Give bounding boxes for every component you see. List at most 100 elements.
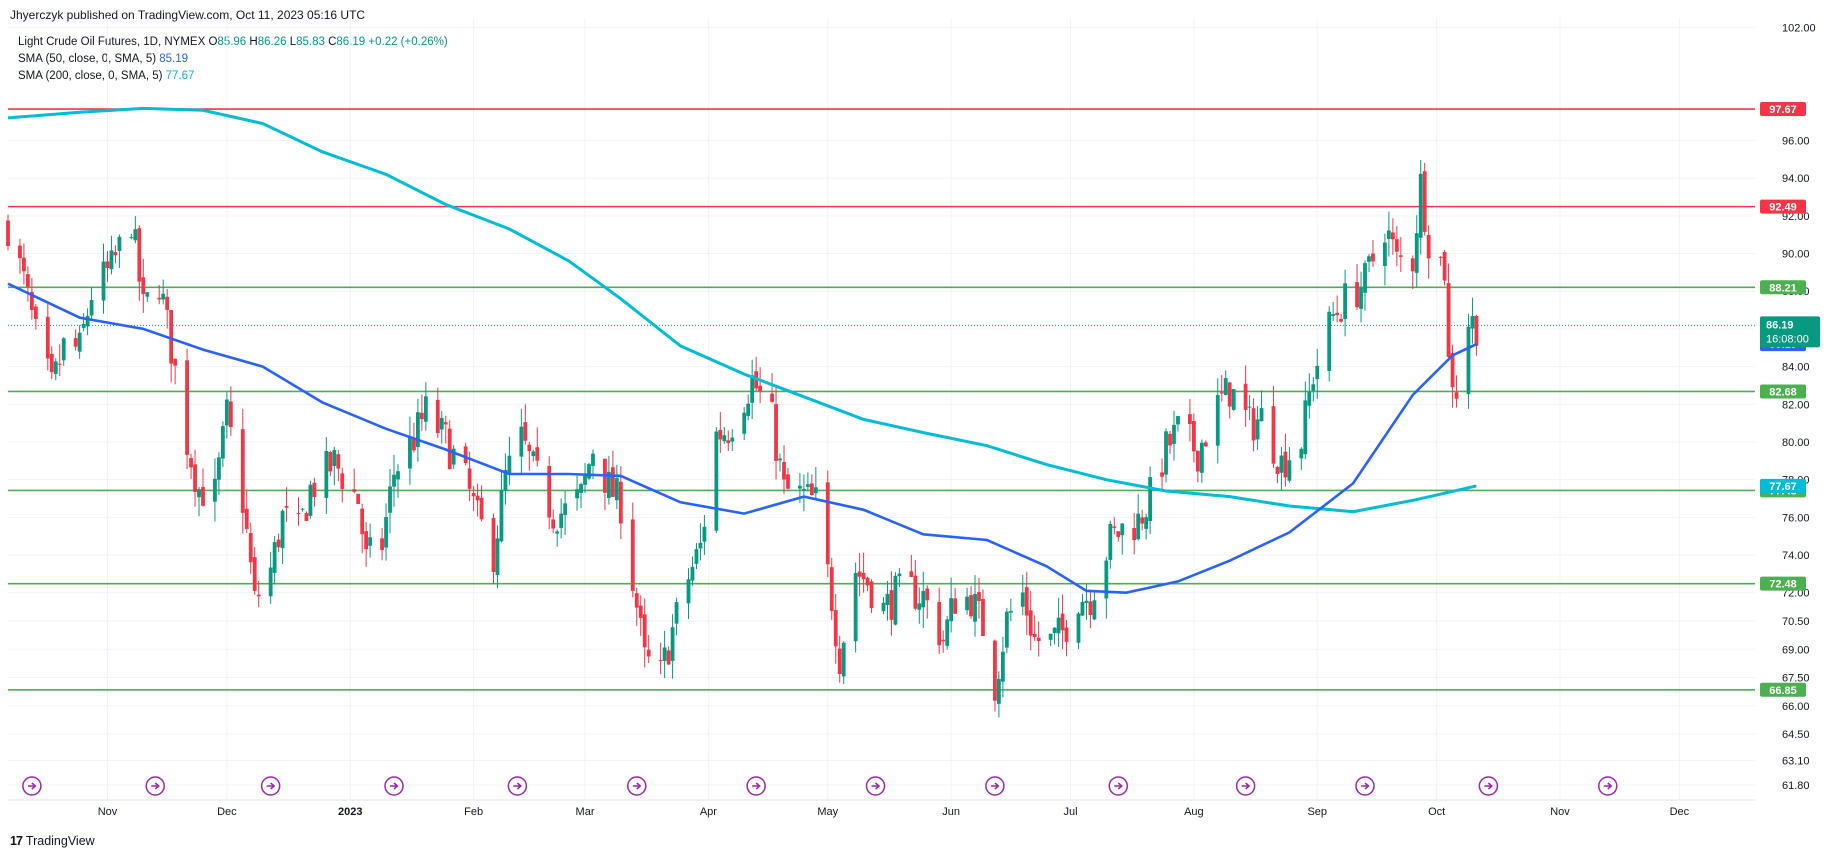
- candle: [718, 411, 723, 453]
- candle-body: [213, 478, 217, 502]
- support-tag: 88.21: [1769, 282, 1797, 294]
- candle: [861, 552, 866, 593]
- candle-body: [770, 393, 774, 402]
- candle: [1335, 295, 1340, 323]
- candle-body: [1363, 263, 1367, 293]
- support-tag: 82.68: [1769, 386, 1797, 398]
- horizontal-levels: [8, 108, 1755, 691]
- arrow-icon: [871, 782, 881, 790]
- publisher-line: Jhyerczyk published on TradingView.com, …: [10, 8, 366, 22]
- candle: [388, 468, 392, 534]
- candle: [1020, 574, 1025, 616]
- candle-body: [133, 229, 138, 241]
- candle: [296, 497, 301, 526]
- candle: [559, 498, 564, 539]
- event-icon[interactable]: [145, 776, 165, 796]
- event-icon[interactable]: [507, 776, 528, 796]
- candle: [280, 509, 285, 565]
- candle: [1032, 615, 1037, 641]
- candle: [1112, 517, 1117, 535]
- candle-body: [173, 358, 178, 366]
- x-tick-label: May: [817, 806, 838, 818]
- candle: [1088, 589, 1093, 629]
- candle: [185, 348, 189, 469]
- y-tick-label: 80.00: [1782, 437, 1810, 449]
- candle-body: [1335, 312, 1340, 316]
- candle: [730, 429, 735, 452]
- candle: [885, 580, 890, 621]
- candle: [642, 598, 647, 668]
- event-icon[interactable]: [627, 776, 647, 796]
- candle-body: [201, 487, 205, 506]
- event-icon[interactable]: [384, 776, 404, 796]
- event-icon[interactable]: [985, 776, 1005, 796]
- candle-body: [686, 579, 691, 604]
- candle-body: [953, 598, 958, 614]
- sma200-label: SMA (200, close, 0, SMA, 5): [18, 70, 163, 82]
- candle-body: [221, 426, 225, 459]
- candle-body: [805, 484, 810, 488]
- candle-body: [718, 429, 723, 440]
- candle: [503, 453, 508, 505]
- candle: [1172, 410, 1176, 461]
- candle: [396, 464, 400, 498]
- candle: [1092, 591, 1097, 621]
- candle: [1398, 237, 1403, 272]
- symbol-label[interactable]: Light Crude Oil Futures, 1D, NYMEX: [18, 36, 206, 48]
- candle: [802, 474, 806, 512]
- candle: [921, 571, 926, 628]
- high-label: H: [249, 36, 258, 48]
- candle-body: [1160, 472, 1164, 477]
- event-icon[interactable]: [1355, 776, 1375, 796]
- arrow-icon: [632, 782, 642, 790]
- event-icon[interactable]: [1598, 776, 1618, 796]
- candle: [690, 556, 695, 586]
- candle: [638, 595, 643, 636]
- candle-body: [6, 220, 10, 247]
- event-icon[interactable]: [1235, 776, 1256, 796]
- candle: [953, 587, 958, 615]
- candle: [993, 639, 997, 712]
- event-icon[interactable]: [746, 776, 766, 796]
- candle-body: [937, 602, 942, 646]
- candle-body: [555, 531, 560, 534]
- event-icon[interactable]: [260, 776, 281, 796]
- candle-body: [1192, 420, 1196, 452]
- candle-body: [1243, 383, 1248, 410]
- candle: [161, 279, 166, 305]
- candle: [662, 630, 667, 679]
- candle-body: [53, 361, 58, 375]
- candle: [447, 420, 452, 470]
- event-icon[interactable]: [1478, 776, 1499, 796]
- candle: [618, 466, 623, 540]
- candle-body: [523, 422, 528, 441]
- candle-body: [917, 603, 922, 610]
- candle-body: [825, 482, 830, 565]
- support-tag: 72.48: [1769, 579, 1797, 591]
- sma200-row[interactable]: SMA (200, close, 0, SMA, 5) 77.67: [18, 68, 448, 85]
- candle: [1426, 225, 1431, 279]
- candle: [937, 587, 942, 655]
- candle: [714, 427, 719, 534]
- tradingview-brand[interactable]: 17 TradingView: [10, 834, 95, 848]
- candle-body: [73, 338, 78, 347]
- candle-body: [1188, 414, 1192, 425]
- event-icon[interactable]: [1108, 776, 1129, 796]
- x-tick-label: Sep: [1307, 806, 1327, 818]
- change-value: +0.22 (+0.26%): [368, 36, 448, 48]
- candle-body: [642, 614, 647, 648]
- candle-body: [495, 538, 500, 576]
- tradingview-logo: 17: [10, 834, 23, 848]
- event-icon[interactable]: [22, 776, 42, 796]
- sma50-row[interactable]: SMA (50, close, 0, SMA, 5) 85.19: [18, 51, 448, 68]
- candle-body: [197, 489, 201, 498]
- chart-legend: Light Crude Oil Futures, 1D, NYMEX O85.9…: [18, 34, 448, 85]
- candle-body: [1271, 406, 1276, 464]
- candle-body: [1223, 378, 1228, 395]
- candle: [507, 436, 512, 485]
- candle-body: [1259, 408, 1264, 422]
- candle-body: [1331, 314, 1336, 317]
- candle-body: [1136, 513, 1141, 540]
- event-icon[interactable]: [865, 776, 886, 796]
